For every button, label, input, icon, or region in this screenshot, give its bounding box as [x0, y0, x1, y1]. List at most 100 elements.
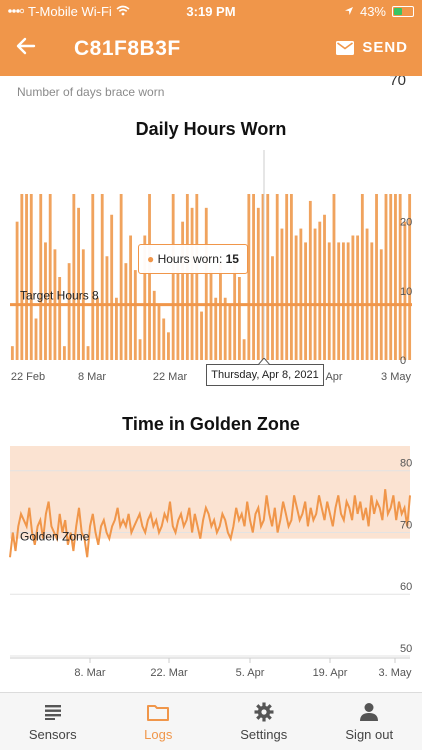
- hours-bar[interactable]: [195, 194, 199, 360]
- hours-bar[interactable]: [143, 235, 147, 361]
- hours-bar[interactable]: [280, 228, 284, 360]
- hours-bar[interactable]: [228, 304, 232, 360]
- hours-bar[interactable]: [34, 318, 38, 361]
- hours-bar[interactable]: [356, 235, 360, 361]
- tab-sign-out[interactable]: Sign out: [317, 693, 422, 750]
- hours-bar[interactable]: [25, 194, 28, 360]
- hours-bar[interactable]: [129, 235, 133, 361]
- hours-bar[interactable]: [110, 214, 114, 360]
- target-hours-label: Target Hours 8: [20, 289, 99, 303]
- hours-bar[interactable]: [252, 194, 255, 360]
- hours-worn-chart[interactable]: Target Hours 8 0 10 20 22 Feb 8 Mar 22 Mar Ap…: [0, 148, 422, 393]
- hours-bar[interactable]: [185, 194, 189, 360]
- hours-bar[interactable]: [91, 194, 95, 360]
- hours-bar[interactable]: [299, 228, 303, 360]
- hours-bar[interactable]: [10, 346, 14, 360]
- hours-bar[interactable]: [384, 194, 388, 360]
- hours-bar[interactable]: [190, 207, 194, 360]
- golden-x-tick: 5. Apr: [236, 667, 265, 679]
- hours-bar[interactable]: [304, 242, 308, 360]
- hours-bar[interactable]: [294, 235, 298, 361]
- tab-bar: Sensors Logs Settings Sign out: [0, 692, 422, 750]
- hours-bar[interactable]: [152, 290, 156, 360]
- hours-bar[interactable]: [313, 228, 317, 360]
- hours-bar[interactable]: [96, 297, 99, 360]
- hours-bar[interactable]: [138, 339, 142, 360]
- hours-bar[interactable]: [15, 221, 19, 360]
- hours-bar[interactable]: [181, 221, 185, 360]
- hours-bar[interactable]: [58, 277, 62, 360]
- hours-bar[interactable]: [389, 194, 393, 360]
- hours-bar[interactable]: [332, 194, 336, 360]
- hours-bar[interactable]: [48, 194, 52, 360]
- hours-bar[interactable]: [256, 207, 260, 360]
- hours-bar[interactable]: [342, 242, 345, 360]
- hours-bar[interactable]: [346, 242, 350, 360]
- hours-bar[interactable]: [204, 207, 208, 360]
- hours-bar[interactable]: [360, 194, 364, 360]
- hours-x-tick: 22 Mar: [153, 371, 188, 383]
- date-tooltip: Thursday, Apr 8, 2021: [206, 364, 324, 386]
- tab-logs[interactable]: Logs: [106, 693, 212, 750]
- hours-bar[interactable]: [275, 194, 279, 360]
- back-button[interactable]: [16, 36, 36, 61]
- hours-bar[interactable]: [133, 270, 137, 360]
- hours-y-tick: 10: [400, 286, 412, 298]
- hours-bar[interactable]: [100, 194, 104, 360]
- hours-bar[interactable]: [72, 194, 76, 360]
- logs-content[interactable]: Number of days brace worn 70 Daily Hours…: [0, 76, 422, 692]
- hours-bar[interactable]: [223, 297, 227, 360]
- hours-bar[interactable]: [242, 339, 246, 360]
- hours-bar[interactable]: [20, 194, 24, 360]
- hours-bar[interactable]: [67, 263, 71, 360]
- hours-bar[interactable]: [323, 214, 326, 360]
- hours-bar[interactable]: [157, 304, 161, 360]
- send-button[interactable]: SEND: [336, 39, 408, 56]
- hours-bar[interactable]: [62, 346, 66, 360]
- hours-bar[interactable]: [375, 194, 378, 360]
- hours-bar[interactable]: [233, 263, 237, 360]
- hours-bar[interactable]: [271, 256, 274, 360]
- hours-bar[interactable]: [86, 346, 90, 360]
- hours-bar[interactable]: [29, 194, 33, 360]
- hours-bar[interactable]: [114, 297, 118, 360]
- hours-bar[interactable]: [171, 194, 175, 360]
- golden-zone-chart[interactable]: Golden Zone 50 60 70 80 8. Mar 22. Mar 5. Apr…: [0, 446, 422, 691]
- hours-bar[interactable]: [200, 311, 203, 360]
- hours-bar[interactable]: [119, 194, 123, 360]
- hours-bar[interactable]: [408, 194, 412, 360]
- hours-bar[interactable]: [209, 270, 213, 360]
- hours-bar[interactable]: [77, 207, 80, 360]
- hours-bar[interactable]: [176, 263, 180, 360]
- hours-bar[interactable]: [337, 242, 341, 360]
- hours-bar[interactable]: [39, 194, 43, 360]
- hours-bar[interactable]: [370, 242, 374, 360]
- hours-bar[interactable]: [44, 242, 47, 360]
- hours-bar[interactable]: [237, 277, 241, 360]
- hours-bar[interactable]: [285, 194, 289, 360]
- hours-bar[interactable]: [247, 194, 251, 360]
- hours-bar[interactable]: [167, 332, 170, 360]
- hours-bar[interactable]: [266, 194, 270, 360]
- list-icon: [44, 705, 61, 720]
- hours-bar[interactable]: [162, 318, 166, 361]
- hours-x-tick: Apr: [325, 371, 342, 383]
- tab-settings[interactable]: Settings: [211, 693, 317, 750]
- hours-bar[interactable]: [398, 194, 402, 360]
- hours-bar[interactable]: [327, 242, 331, 360]
- hours-bar[interactable]: [105, 256, 109, 360]
- hours-bar[interactable]: [214, 297, 218, 360]
- hours-bar[interactable]: [351, 235, 355, 361]
- hours-bar[interactable]: [219, 263, 222, 360]
- hours-bar[interactable]: [318, 221, 322, 360]
- hours-bar[interactable]: [124, 263, 128, 360]
- hours-bar[interactable]: [308, 200, 312, 360]
- tab-sensors[interactable]: Sensors: [0, 693, 106, 750]
- hours-bar[interactable]: [148, 194, 151, 360]
- hours-bar[interactable]: [261, 194, 265, 360]
- hours-bar[interactable]: [289, 194, 293, 360]
- days-worn-value: 70: [389, 76, 406, 89]
- hours-bar[interactable]: [365, 228, 369, 360]
- hours-bar[interactable]: [403, 221, 407, 360]
- hours-bar[interactable]: [394, 194, 397, 360]
